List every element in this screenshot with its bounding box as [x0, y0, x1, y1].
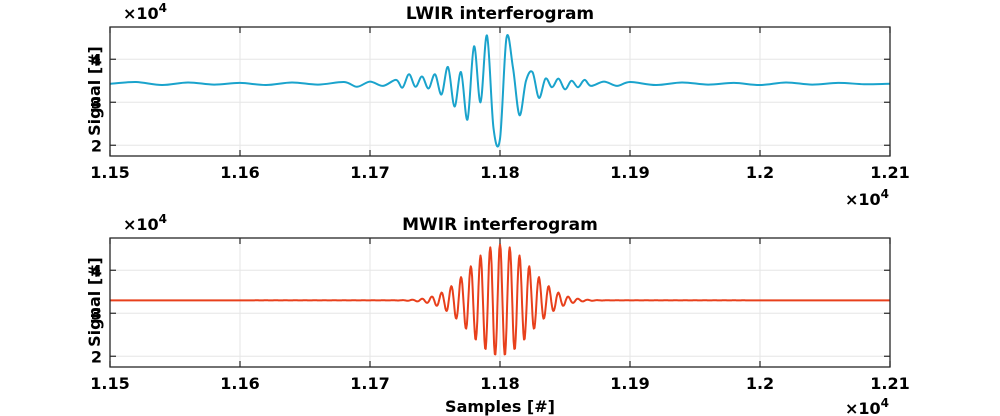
- y-tick-label: 3: [91, 304, 102, 323]
- x-tick-label: 1.2: [746, 374, 774, 393]
- x-exponent-mwir: ×104: [845, 396, 889, 416]
- title-lwir: LWIR interferogram: [406, 4, 594, 24]
- x-tick-label: 1.18: [480, 163, 519, 182]
- x-exponent-base-lwir: ×10: [845, 190, 881, 209]
- x-ticks-lwir: 1.15 1.16 1.17 1.18 1.19 1.2 1.21: [90, 27, 910, 182]
- y-ticks-mwir: 2 3 4: [91, 261, 890, 366]
- y-exponent-power-lwir: 4: [159, 1, 167, 15]
- series-line-lwir: [109, 34, 891, 148]
- x-tick-label: 1.15: [90, 163, 129, 182]
- x-exponent-power-mwir: 4: [881, 396, 889, 410]
- y-tick-label: 2: [91, 136, 102, 155]
- x-exponent-power-lwir: 4: [881, 187, 889, 201]
- title-mwir: MWIR interferogram: [402, 215, 598, 235]
- x-tick-label: 1.15: [90, 374, 129, 393]
- y-tick-label: 4: [91, 50, 102, 69]
- grid-mwir: [109, 238, 891, 367]
- xlabel-mwir: Samples [#]: [445, 397, 555, 416]
- y-exponent-lwir: ×104: [123, 1, 167, 23]
- panel-mwir: 1.15 1.16 1.17 1.18 1.19 1.2 1.21 2 3 4 MWIR int…: [85, 212, 910, 416]
- x-tick-label: 1.16: [220, 163, 259, 182]
- y-exponent-mwir: ×104: [123, 212, 167, 234]
- y-ticks-lwir: 2 3 4: [91, 50, 890, 155]
- x-exponent-lwir: ×104: [845, 187, 889, 209]
- y-tick-label: 2: [91, 347, 102, 366]
- y-tick-label: 3: [91, 93, 102, 112]
- grid-lwir: [109, 27, 891, 156]
- x-tick-label: 1.21: [870, 374, 909, 393]
- x-tick-label: 1.19: [610, 163, 649, 182]
- x-tick-label: 1.21: [870, 163, 909, 182]
- series-mwir: [109, 243, 891, 356]
- x-tick-label: 1.19: [610, 374, 649, 393]
- x-tick-label: 1.2: [746, 163, 774, 182]
- y-exponent-base-lwir: ×10: [123, 4, 159, 23]
- y-exponent-power-mwir: 4: [159, 212, 167, 226]
- x-tick-label: 1.16: [220, 374, 259, 393]
- series-lwir: [109, 34, 891, 148]
- x-exponent-base-mwir: ×10: [845, 399, 881, 416]
- x-tick-label: 1.18: [480, 374, 519, 393]
- ylabel-mwir: Signal [#]: [85, 257, 104, 347]
- x-ticks-mwir: 1.15 1.16 1.17 1.18 1.19 1.2 1.21: [90, 238, 910, 393]
- y-exponent-base-mwir: ×10: [123, 215, 159, 234]
- x-tick-label: 1.17: [350, 374, 389, 393]
- y-tick-label: 4: [91, 261, 102, 280]
- panel-lwir: 1.15 1.16 1.17 1.18 1.19 1.2 1.21 2 3 4 LWIR int…: [85, 1, 910, 209]
- x-tick-label: 1.17: [350, 163, 389, 182]
- ylabel-lwir: Signal [#]: [85, 46, 104, 136]
- series-line-mwir: [109, 243, 891, 356]
